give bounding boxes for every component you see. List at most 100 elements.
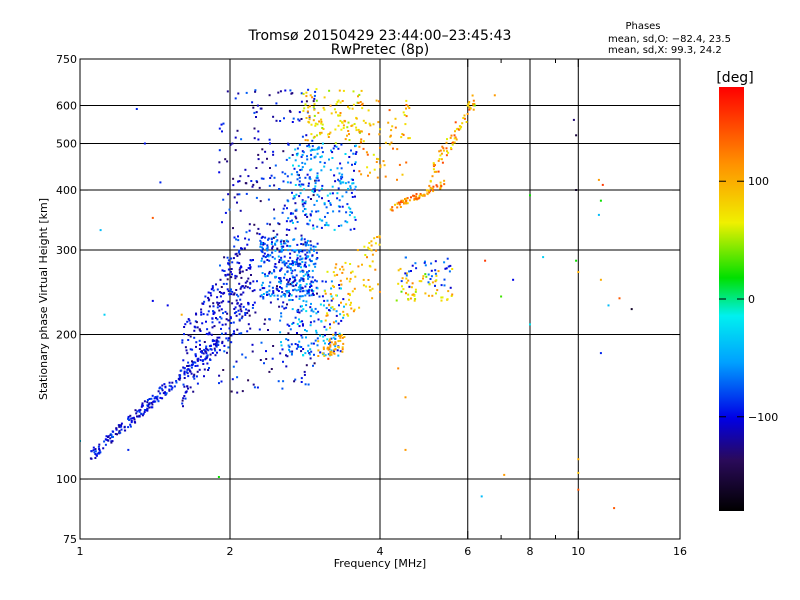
data-point — [348, 280, 351, 283]
data-point — [320, 320, 323, 323]
data-point — [340, 283, 343, 286]
data-point — [193, 361, 196, 364]
data-point — [285, 228, 288, 231]
data-point — [302, 183, 305, 186]
data-point — [128, 419, 131, 421]
data-point — [364, 254, 367, 256]
data-point — [301, 199, 304, 202]
data-point — [291, 350, 294, 353]
data-point — [365, 151, 368, 154]
data-point — [453, 141, 456, 144]
data-point — [262, 242, 265, 244]
data-point — [205, 357, 208, 360]
data-point — [601, 183, 604, 186]
data-point — [246, 280, 249, 283]
data-point — [300, 258, 303, 261]
data-point — [413, 194, 416, 197]
data-point — [308, 105, 311, 108]
data-point — [353, 287, 356, 290]
data-point — [230, 322, 233, 324]
data-point — [304, 176, 307, 179]
data-point — [228, 208, 231, 211]
data-point — [337, 178, 340, 181]
data-point — [232, 184, 235, 187]
data-point — [314, 179, 317, 182]
data-point — [250, 274, 252, 276]
data-point — [190, 372, 193, 375]
data-point — [309, 213, 312, 216]
data-point — [166, 304, 169, 307]
data-point — [339, 119, 342, 122]
data-point — [422, 275, 425, 278]
data-point — [146, 401, 149, 404]
data-point — [342, 298, 345, 301]
data-point — [230, 276, 233, 279]
data-point — [248, 229, 251, 232]
data-point — [265, 358, 268, 360]
data-point — [306, 145, 309, 148]
data-point — [130, 421, 133, 424]
data-point — [279, 240, 282, 243]
data-point — [337, 124, 340, 127]
data-point — [207, 369, 210, 371]
data-point — [233, 312, 236, 315]
data-point — [223, 256, 226, 259]
data-point — [165, 392, 168, 395]
data-point — [285, 338, 288, 341]
data-point — [349, 277, 352, 280]
data-point — [207, 310, 210, 313]
data-point — [407, 279, 410, 282]
data-point — [216, 343, 219, 346]
data-point — [310, 168, 313, 171]
data-point — [291, 260, 294, 263]
data-point — [230, 288, 232, 291]
data-point — [332, 336, 335, 339]
data-point — [353, 169, 355, 172]
data-point — [320, 118, 323, 121]
data-point — [335, 263, 338, 266]
data-point — [332, 333, 335, 336]
data-point — [168, 384, 171, 387]
data-point — [405, 272, 408, 275]
data-point — [337, 225, 340, 227]
data-point — [350, 178, 353, 181]
data-point — [168, 389, 171, 392]
data-point — [253, 137, 256, 140]
data-point — [335, 314, 338, 317]
data-point — [181, 341, 184, 344]
data-point — [189, 335, 192, 338]
data-point — [336, 197, 339, 200]
data-point — [138, 409, 141, 412]
data-point — [214, 342, 217, 345]
data-point — [216, 351, 218, 354]
data-point — [396, 206, 399, 209]
data-point — [224, 158, 227, 161]
data-point — [309, 357, 312, 360]
data-point — [254, 89, 257, 92]
data-point — [415, 197, 418, 200]
colorbar-tick-label: 0 — [748, 293, 755, 306]
data-point — [305, 310, 308, 313]
data-point — [354, 163, 356, 165]
data-point — [312, 245, 315, 248]
data-point — [96, 452, 99, 455]
data-point — [321, 142, 324, 145]
data-point — [119, 431, 122, 434]
data-point — [302, 299, 305, 302]
data-point — [266, 222, 269, 225]
data-point — [299, 290, 302, 293]
data-point — [347, 187, 349, 190]
data-point — [240, 317, 243, 320]
data-point — [205, 347, 207, 350]
data-point — [357, 95, 359, 98]
data-point — [273, 270, 276, 273]
data-point — [260, 294, 263, 297]
data-point — [261, 235, 264, 238]
data-point — [304, 352, 307, 355]
data-point — [397, 282, 400, 285]
data-point — [316, 134, 318, 137]
data-point — [287, 249, 290, 252]
data-point — [275, 266, 278, 269]
data-point — [353, 216, 356, 219]
data-point — [315, 99, 318, 102]
